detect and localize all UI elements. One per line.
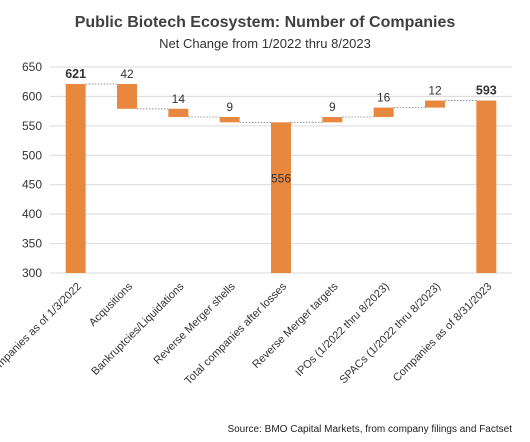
source-note: Source: BMO Capital Markets, from compan… — [227, 424, 512, 435]
chart-subtitle: Net Change from 1/2022 thru 8/2023 — [159, 36, 371, 51]
x-tick-label: SPACs (1/2022 thru 8/2023) — [337, 281, 443, 387]
y-tick-label: 300 — [22, 266, 42, 280]
data-label: 621 — [65, 67, 86, 81]
data-label: 593 — [476, 84, 497, 98]
bar — [65, 84, 86, 273]
bar — [322, 117, 343, 123]
data-label: 14 — [172, 92, 186, 106]
y-tick-label: 500 — [22, 148, 42, 162]
x-tick-label: Bankruptcies/Liquidations — [89, 280, 186, 377]
data-label: 556 — [271, 171, 291, 185]
data-label: 9 — [329, 100, 336, 114]
x-tick-label: Acqusitions — [87, 280, 136, 329]
chart-title: Public Biotech Ecosystem: Number of Comp… — [74, 14, 456, 31]
y-tick-label: 650 — [22, 60, 42, 74]
data-label: 16 — [377, 91, 391, 105]
bar — [271, 122, 291, 273]
bar — [425, 100, 445, 108]
y-tick-label: 600 — [22, 89, 42, 103]
y-tick-label: 550 — [22, 119, 42, 133]
data-label: 12 — [428, 84, 442, 98]
y-tick-label: 350 — [22, 237, 42, 251]
bar — [117, 84, 137, 109]
x-tick-label: Companies as of 1/3/2022 — [0, 281, 84, 380]
x-tick-label: Companies as of 8/31/2023 — [391, 281, 495, 385]
x-tick-label: Reverse Merger targets — [250, 280, 341, 371]
y-tick-label: 450 — [22, 178, 42, 192]
data-label: 9 — [226, 100, 233, 114]
bar — [476, 100, 497, 273]
bar — [168, 108, 189, 118]
y-tick-label: 400 — [22, 207, 42, 221]
data-label: 42 — [120, 67, 134, 81]
bar — [219, 117, 240, 123]
x-tick-label: Total companies after losses — [182, 280, 289, 387]
bar — [373, 107, 394, 118]
x-tick-label: IPOs (1/2022 thru 8/2023) — [293, 281, 391, 379]
